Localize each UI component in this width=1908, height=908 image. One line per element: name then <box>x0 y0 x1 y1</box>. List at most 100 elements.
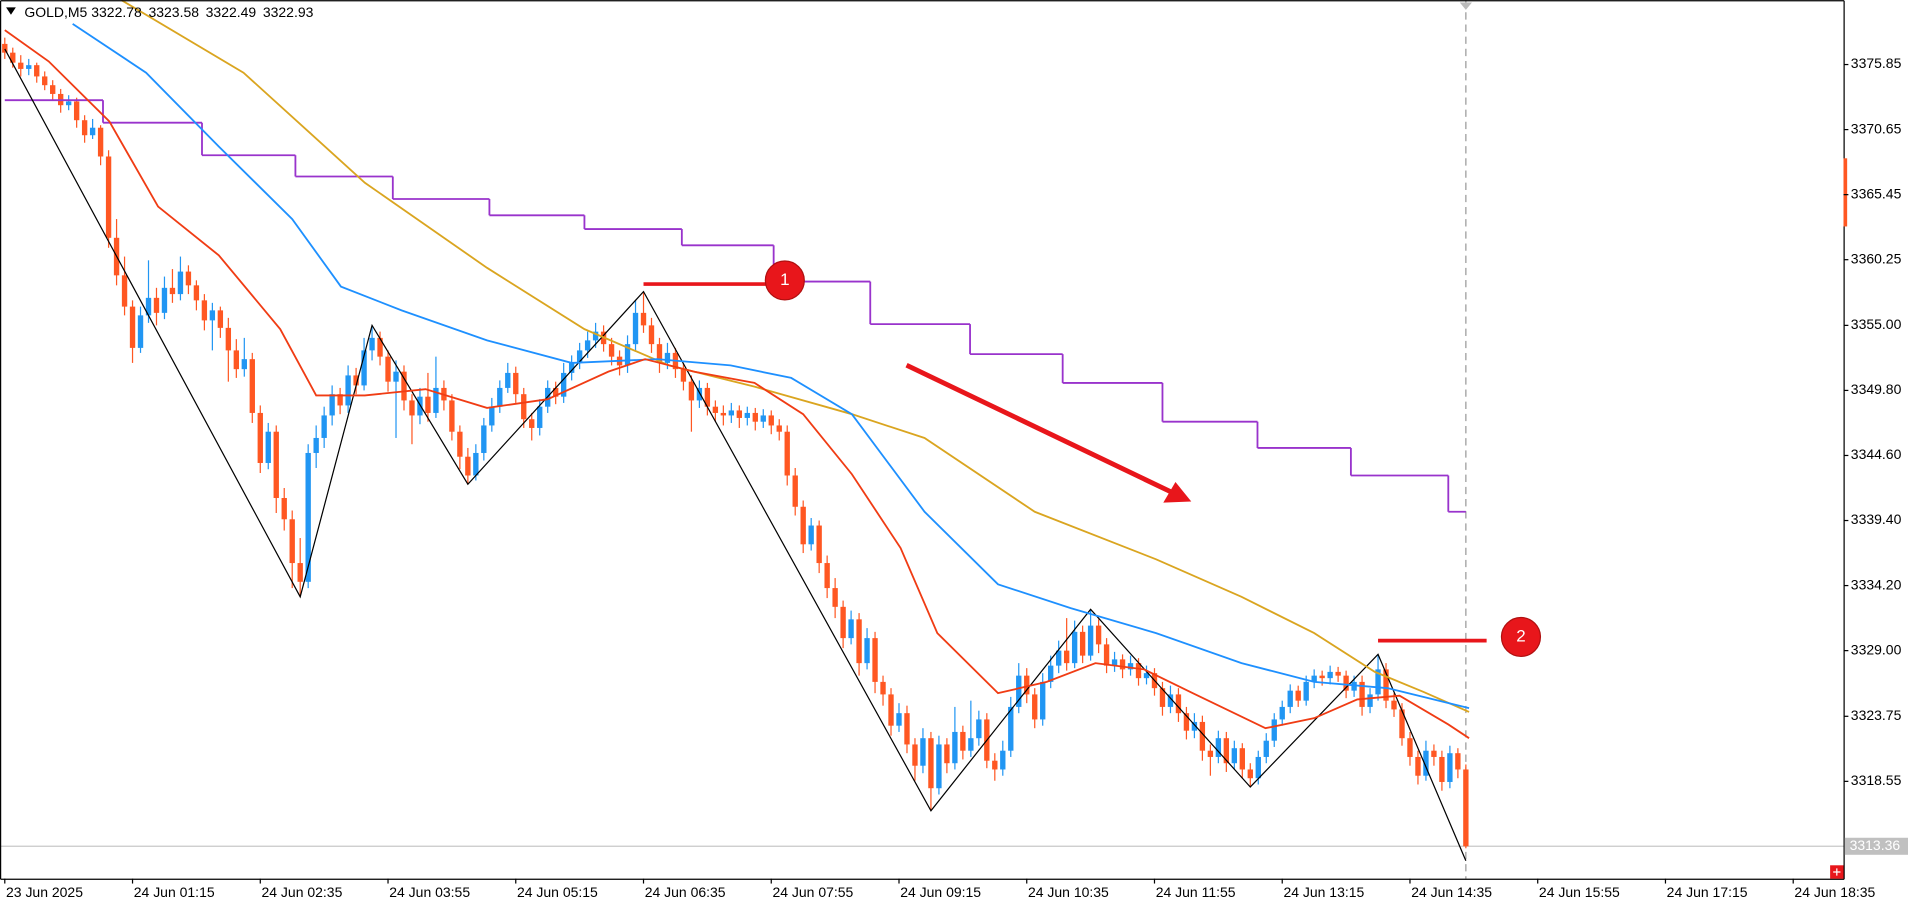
y-tick-label: 3360.25 <box>1851 250 1902 266</box>
candle-body <box>1375 669 1381 695</box>
candle-body <box>1359 681 1365 707</box>
candle-body <box>273 431 279 499</box>
candle-body <box>385 356 391 382</box>
price-range-marker <box>1843 158 1848 227</box>
candle-body <box>776 425 782 432</box>
candle-body <box>353 375 359 386</box>
candle-body <box>1319 675 1325 679</box>
candle-body <box>1000 750 1006 770</box>
x-tick-label: 24 Jun 05:15 <box>517 884 598 900</box>
candle-body <box>193 285 200 301</box>
candle-body <box>345 375 351 406</box>
candle-body <box>1383 669 1389 701</box>
candle-body <box>1087 625 1094 656</box>
high-price: 3323.58 <box>148 4 199 20</box>
candle-body <box>880 681 886 695</box>
candle-body <box>1447 753 1453 782</box>
candle-body <box>201 300 208 321</box>
y-tick-label: 3318.55 <box>1851 772 1902 788</box>
candle-body <box>608 344 615 357</box>
candle-body <box>1327 671 1333 679</box>
candle-body <box>1215 738 1222 757</box>
candle-body <box>18 62 24 69</box>
candle-body <box>968 738 974 751</box>
candle-body <box>560 372 567 397</box>
candle-body <box>241 359 247 370</box>
candle-body <box>481 425 487 453</box>
candle-body <box>26 65 32 69</box>
candle-body <box>553 387 559 397</box>
candle-body <box>736 410 742 418</box>
candle-body <box>1423 750 1429 776</box>
candle-body <box>1271 719 1277 741</box>
candle-body <box>936 744 942 789</box>
candle-body <box>728 410 735 416</box>
candle-body <box>664 352 671 363</box>
x-tick-label: 24 Jun 17:15 <box>1667 884 1748 900</box>
candle-body <box>529 419 535 428</box>
candle-body <box>816 525 822 564</box>
candle-body <box>1191 721 1198 731</box>
candle-body <box>584 340 591 351</box>
candle-body <box>521 394 527 420</box>
annotation-badge <box>764 260 805 301</box>
candle-body <box>624 344 631 366</box>
candle-body <box>1343 675 1349 691</box>
indicator-line <box>72 23 1470 710</box>
indicator-line <box>4 48 1467 862</box>
candle-body <box>409 400 415 416</box>
candle-body <box>592 331 599 341</box>
candle-body <box>233 350 240 370</box>
y-tick-label: 3339.40 <box>1851 511 1902 527</box>
y-tick-label: 3344.60 <box>1851 446 1902 462</box>
candle-body <box>185 271 192 286</box>
candle-body <box>920 738 926 766</box>
candle-body <box>10 52 16 63</box>
candle-body <box>760 415 766 422</box>
candle-body <box>1439 756 1445 782</box>
candle-body <box>257 412 263 463</box>
candle-body <box>632 312 639 345</box>
candle-body <box>305 452 311 582</box>
candle-body <box>808 525 814 545</box>
low-price: 3322.49 <box>206 4 257 20</box>
candle-body <box>1295 690 1301 701</box>
candle-body <box>225 327 232 351</box>
candle-body <box>329 394 335 416</box>
candle-body <box>1167 694 1174 707</box>
candle-body <box>1415 756 1421 776</box>
x-tick-label: 24 Jun 09:15 <box>900 884 981 900</box>
annotation-number: 2 <box>1516 626 1525 645</box>
candle-body <box>393 371 399 382</box>
candle-body <box>688 381 695 401</box>
candle-body <box>648 325 655 345</box>
candle-body <box>537 406 543 428</box>
candle-body <box>1431 750 1437 757</box>
candle-body <box>1455 753 1461 770</box>
symbol-menu-icon[interactable] <box>6 7 16 15</box>
candle-body <box>1079 631 1086 656</box>
y-tick-label: 3334.20 <box>1851 576 1902 592</box>
annotation-badge <box>1500 616 1542 658</box>
candle-body <box>249 359 255 413</box>
candle-body <box>425 396 431 413</box>
x-tick-label: 24 Jun 07:55 <box>772 884 853 900</box>
candle-body <box>912 744 918 766</box>
candle-body <box>928 738 934 789</box>
candle-body <box>513 372 519 395</box>
candle-body <box>65 101 72 106</box>
indicator-line <box>4 29 1470 739</box>
candle-body <box>81 120 88 136</box>
candle-body <box>824 563 830 589</box>
x-tick-label: 24 Jun 15:55 <box>1539 884 1620 900</box>
candle-body <box>1247 769 1253 779</box>
close-price: 3322.93 <box>263 4 314 20</box>
candle-body <box>73 101 80 121</box>
candle-body <box>952 731 958 764</box>
candle-body <box>209 310 216 321</box>
candle-body <box>401 371 407 401</box>
annotation-number: 1 <box>780 270 789 289</box>
candle-body <box>289 519 295 564</box>
